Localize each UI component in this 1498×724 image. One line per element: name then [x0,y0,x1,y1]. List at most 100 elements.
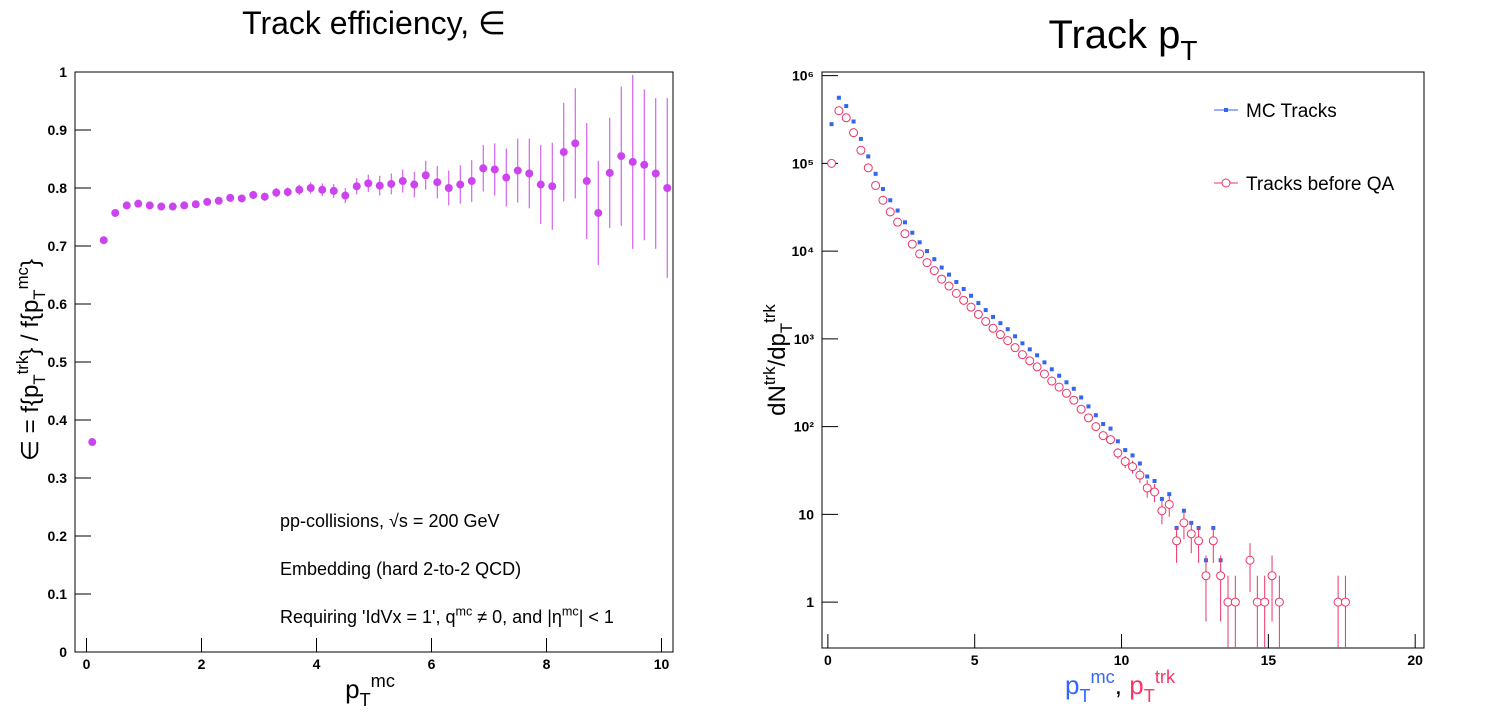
marker [180,201,189,210]
y-tick-label: 0.7 [48,238,68,254]
y-tick-label: 0.5 [48,354,68,370]
marker [168,202,177,211]
marker [467,177,476,186]
marker [1274,597,1284,607]
marker [375,181,384,190]
marker [910,230,915,235]
x-tick-label: 4 [313,656,321,672]
text-part: T [1079,686,1090,706]
marker [421,171,430,180]
marker [1027,347,1032,352]
marker [272,188,281,197]
marker [1142,483,1152,493]
x-tick-label: 10 [1114,652,1130,668]
marker [871,180,881,190]
marker [1216,571,1226,581]
marker [1260,597,1270,607]
y-tick-label: 1 [806,594,814,610]
marker [841,113,851,123]
marker [939,265,944,270]
marker [969,293,974,298]
marker [1013,334,1018,339]
x-tick-label: 6 [428,656,436,672]
x-tick-label: 10 [654,656,670,672]
y-tick-label: 1 [59,64,67,80]
marker [1179,518,1189,528]
marker [998,321,1003,326]
x-tick-label: 2 [198,656,206,672]
marker [1098,431,1108,441]
marker [1164,499,1174,509]
marker [134,199,143,208]
marker [844,104,849,109]
marker [991,314,996,319]
chart-title: Track pT [1049,13,1198,66]
marker [1223,597,1233,607]
marker [122,201,131,210]
marker [1057,373,1062,378]
marker [490,165,499,174]
y-tick-label: 10⁵ [792,155,814,171]
x-tick-label: 5 [971,652,979,668]
text-part: } [17,259,44,267]
y-tick-label: 10⁶ [792,68,814,84]
y-tick-label: 10² [794,419,815,435]
x-tick-label: 0 [824,652,832,668]
marker [1071,386,1076,391]
marker [1035,353,1040,358]
legend-label: Tracks before QA [1246,174,1395,195]
marker [525,169,534,178]
text-part: ∈ = f{p [17,385,44,461]
text-part: T [1180,35,1197,66]
text-part: T [777,323,796,333]
text-part: | < 1 [579,607,614,627]
marker [295,185,304,194]
marker [995,330,1005,340]
y-tick-label: 0.9 [48,122,68,138]
marker [157,202,166,211]
marker [988,323,998,333]
marker [976,301,981,306]
text-part: T [1144,686,1155,706]
text-part: mc [1091,667,1115,687]
marker [663,184,672,192]
marker [640,160,649,169]
marker [973,309,983,319]
marker [966,302,976,312]
marker [1064,380,1069,385]
marker [849,128,859,138]
marker [260,192,269,201]
x-tick-label: 20 [1407,652,1423,668]
text-part: p [345,674,359,704]
marker [922,258,932,268]
marker [1186,529,1196,539]
marker [571,139,580,148]
legend-marker [1221,178,1231,188]
marker [410,180,419,189]
marker [559,148,568,157]
marker [1005,327,1010,332]
marker [352,182,361,191]
marker [318,185,327,194]
marker [880,187,885,192]
y-tick-label: 10 [798,506,814,522]
marker [1150,487,1160,497]
marker [456,180,465,189]
marker [191,200,200,209]
annotation: pp-collisions, √s = 200 GeV [280,511,500,531]
marker [959,295,969,305]
marker [364,179,373,188]
marker [944,281,954,291]
plot-area [88,74,672,447]
y-axis-label: dNtrk/dpTtrk [760,304,796,416]
marker [1079,395,1084,400]
marker [937,274,947,284]
marker [851,119,856,124]
marker [866,154,871,159]
marker [947,272,952,277]
marker [1201,571,1211,581]
marker [1128,462,1138,472]
y-tick-label: 0.8 [48,180,68,196]
text-part: pp-collisions, √s = 200 GeV [280,511,500,531]
